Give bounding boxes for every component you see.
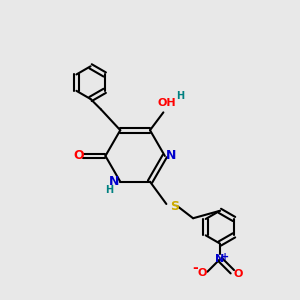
- Text: N: N: [166, 149, 177, 162]
- Text: OH: OH: [157, 98, 176, 108]
- Text: S: S: [170, 200, 179, 213]
- Text: +: +: [221, 252, 229, 262]
- Text: N: N: [109, 175, 119, 188]
- Text: O: O: [234, 269, 243, 279]
- Text: -: -: [192, 261, 198, 275]
- Text: H: H: [176, 91, 184, 101]
- Text: O: O: [197, 268, 207, 278]
- Text: O: O: [74, 149, 84, 162]
- Text: N: N: [215, 254, 224, 264]
- Text: H: H: [105, 185, 113, 195]
